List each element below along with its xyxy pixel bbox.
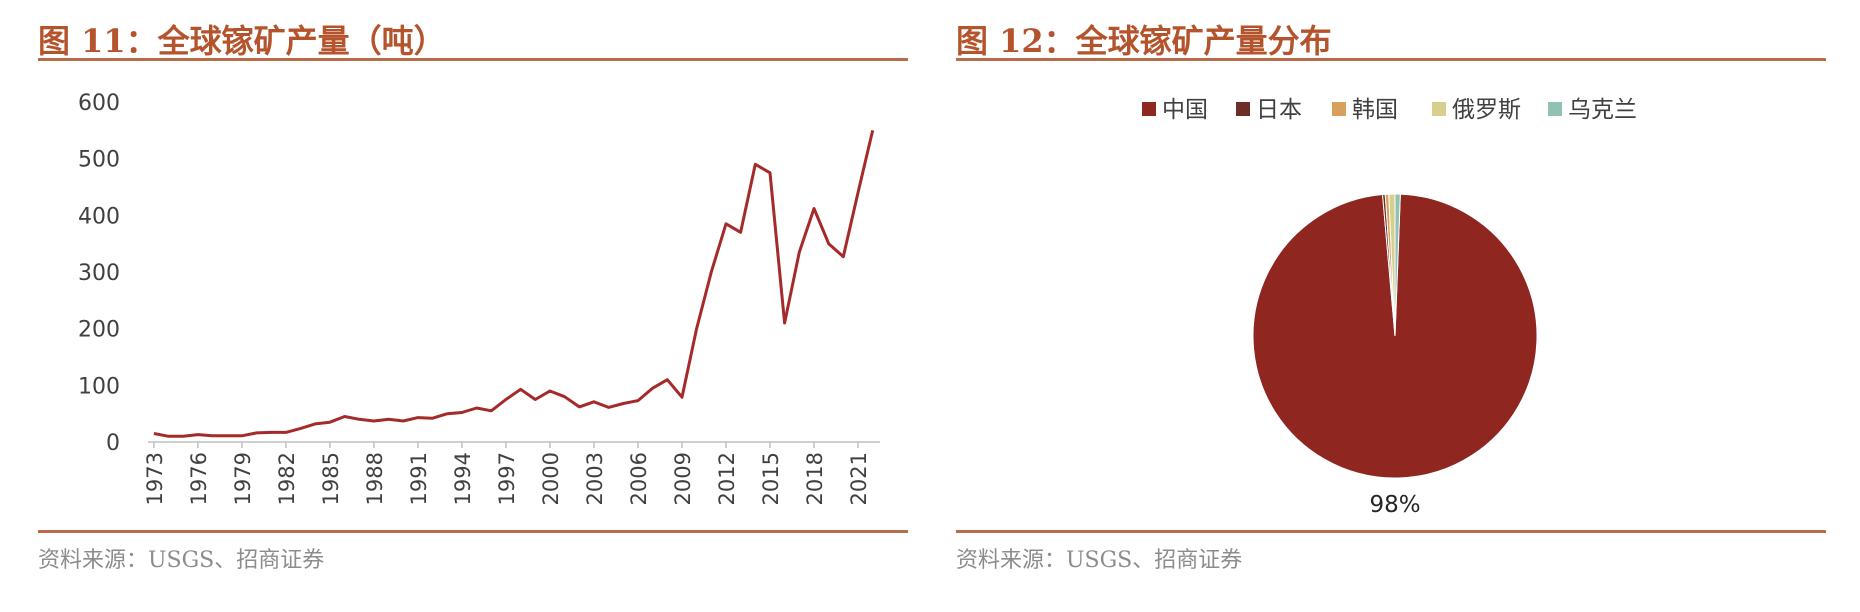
x-tick-label: 1973 xyxy=(143,452,167,505)
legend-item: 中国 xyxy=(1142,97,1208,123)
x-tick-label: 2012 xyxy=(715,452,739,505)
legend-label: 乌克兰 xyxy=(1568,97,1637,123)
pie-data-label: 98% xyxy=(1369,492,1420,518)
y-tick-label: 300 xyxy=(78,261,120,286)
x-tick-label: 1994 xyxy=(451,452,475,505)
legend-swatch xyxy=(1548,102,1562,116)
y-tick-label: 200 xyxy=(78,318,120,343)
legend-label: 日本 xyxy=(1256,97,1302,123)
legend-item: 俄罗斯 xyxy=(1432,97,1521,123)
x-tick-label: 1988 xyxy=(363,452,387,505)
production-line xyxy=(153,129,875,438)
pie-slice xyxy=(1394,193,1401,337)
x-tick-label: 2009 xyxy=(671,452,695,505)
legend-label: 俄罗斯 xyxy=(1452,97,1521,123)
x-tick-label: 2021 xyxy=(847,452,871,505)
legend-label: 韩国 xyxy=(1352,97,1398,123)
line-chart: 0 100 200 300 400 500 600 1973 1976 1979 1982 1985 1… xyxy=(78,91,880,505)
y-tick-label: 600 xyxy=(78,91,120,116)
x-tick-label: 1997 xyxy=(495,452,519,505)
y-tick-label: 100 xyxy=(78,374,120,399)
source-rule xyxy=(956,530,1826,533)
y-tick-label: 0 xyxy=(106,431,120,456)
y-tick-label: 500 xyxy=(78,148,120,173)
x-tick-label: 2003 xyxy=(583,452,607,505)
x-tick-label: 1979 xyxy=(231,452,255,505)
legend-swatch xyxy=(1432,102,1446,116)
legend-swatch xyxy=(1142,102,1156,116)
source-rule xyxy=(38,530,908,533)
x-tick-label: 2000 xyxy=(539,452,563,505)
x-tick-label: 1982 xyxy=(275,452,299,505)
title-rule xyxy=(956,58,1826,61)
legend-swatch xyxy=(1236,102,1250,116)
line-chart-panel: 图 11：全球镓矿产量（吨） 0 100 200 300 400 500 600 1973 19… xyxy=(0,0,920,612)
x-tick-label: 1976 xyxy=(187,452,211,505)
legend-item: 乌克兰 xyxy=(1548,97,1637,123)
title-rule xyxy=(38,58,908,61)
pie-slice xyxy=(1252,193,1538,479)
legend-label: 中国 xyxy=(1162,97,1208,123)
pie-chart-panel: 图 12：全球镓矿产量分布 中国 日本 韩国 俄罗斯 乌克兰 98% 资料来源：USGS、… xyxy=(940,0,1860,612)
pie-chart: 中国 日本 韩国 俄罗斯 乌克兰 98% xyxy=(1142,97,1637,518)
line-chart-source: 资料来源：USGS、招商证券 xyxy=(38,548,325,573)
legend-item: 韩国 xyxy=(1332,97,1398,123)
x-tick-label: 2015 xyxy=(759,452,783,505)
pie-chart-title: 图 12：全球镓矿产量分布 xyxy=(956,22,1332,60)
legend-swatch xyxy=(1332,102,1346,116)
line-chart-title: 图 11：全球镓矿产量（吨） xyxy=(38,22,446,60)
x-tick-label: 2006 xyxy=(627,452,651,505)
x-tick-label: 2018 xyxy=(803,452,827,505)
pie-chart-source: 资料来源：USGS、招商证券 xyxy=(956,548,1243,573)
legend-item: 日本 xyxy=(1236,97,1302,123)
y-tick-label: 400 xyxy=(78,204,120,229)
x-tick-label: 1991 xyxy=(407,452,431,505)
x-tick-label: 1985 xyxy=(319,452,343,505)
